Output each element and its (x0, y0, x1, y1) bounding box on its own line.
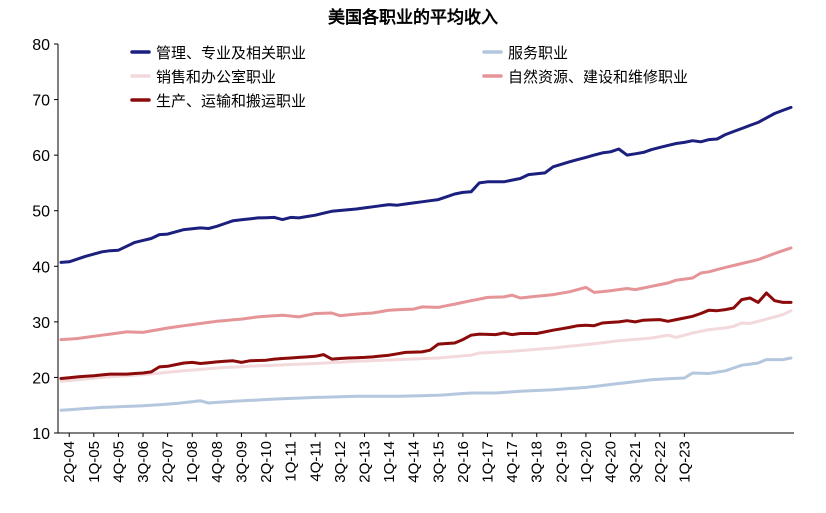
x-tick-label: 4Q-14 (406, 441, 423, 483)
x-tick-label: 4Q-17 (504, 441, 521, 483)
series-line-1 (59, 356, 793, 412)
x-tick-label: 2Q-22 (652, 441, 669, 483)
x-tick-label: 4Q-05 (110, 441, 127, 483)
legend-label-1: 服务职业 (508, 44, 568, 62)
x-tick-label: 4Q-20 (603, 441, 620, 483)
y-tick-label: 60 (32, 148, 50, 165)
chart-title: 美国各职业的平均收入 (328, 8, 498, 28)
x-tick-label: 1Q-20 (578, 441, 595, 483)
x-tick-label: 4Q-11 (307, 441, 324, 482)
legend-label-3: 自然资源、建设和维修职业 (508, 68, 688, 86)
series-line-0 (59, 105, 793, 264)
x-tick-label: 3Q-06 (135, 441, 152, 483)
y-tick-label: 10 (32, 426, 50, 443)
x-tick-label: 2Q-10 (258, 441, 275, 483)
y-tick-label: 30 (32, 315, 50, 332)
x-tick-label: 1Q-08 (184, 441, 201, 483)
x-tick-label: 1Q-14 (381, 441, 398, 483)
x-tick-label: 2Q-07 (160, 441, 177, 483)
x-tick-label: 3Q-21 (627, 441, 644, 483)
x-tick-label: 3Q-18 (529, 441, 546, 483)
x-tick-label: 2Q-13 (356, 441, 373, 483)
x-tick-label: 3Q-12 (332, 441, 349, 483)
x-tick-label: 1Q-23 (676, 441, 693, 483)
x-tick-label: 1Q-05 (86, 441, 103, 483)
y-tick-label: 70 (32, 93, 50, 110)
x-tick-label: 3Q-15 (430, 441, 447, 483)
series-line-4 (59, 291, 793, 380)
y-tick-label: 20 (32, 370, 50, 387)
y-tick-label: 80 (32, 37, 50, 54)
x-tick-label: 1Q-11 (283, 441, 300, 482)
x-tick-label: 1Q-17 (480, 441, 497, 483)
y-tick-label: 50 (32, 204, 50, 221)
x-tick-label: 2Q-04 (61, 441, 78, 483)
x-tick-label: 2Q-16 (455, 441, 472, 483)
x-tick-label: 3Q-09 (233, 441, 250, 483)
x-tick-label: 4Q-08 (209, 441, 226, 483)
legend-label-4: 生产、运输和搬运职业 (156, 92, 306, 110)
legend-label-2: 销售和办公室职业 (156, 68, 276, 86)
x-tick-label: 2Q-19 (553, 441, 570, 483)
y-tick-label: 40 (32, 259, 50, 276)
legend-label-0: 管理、专业及相关职业 (156, 44, 306, 62)
series-line-2 (59, 309, 793, 383)
series-line-3 (59, 246, 793, 342)
